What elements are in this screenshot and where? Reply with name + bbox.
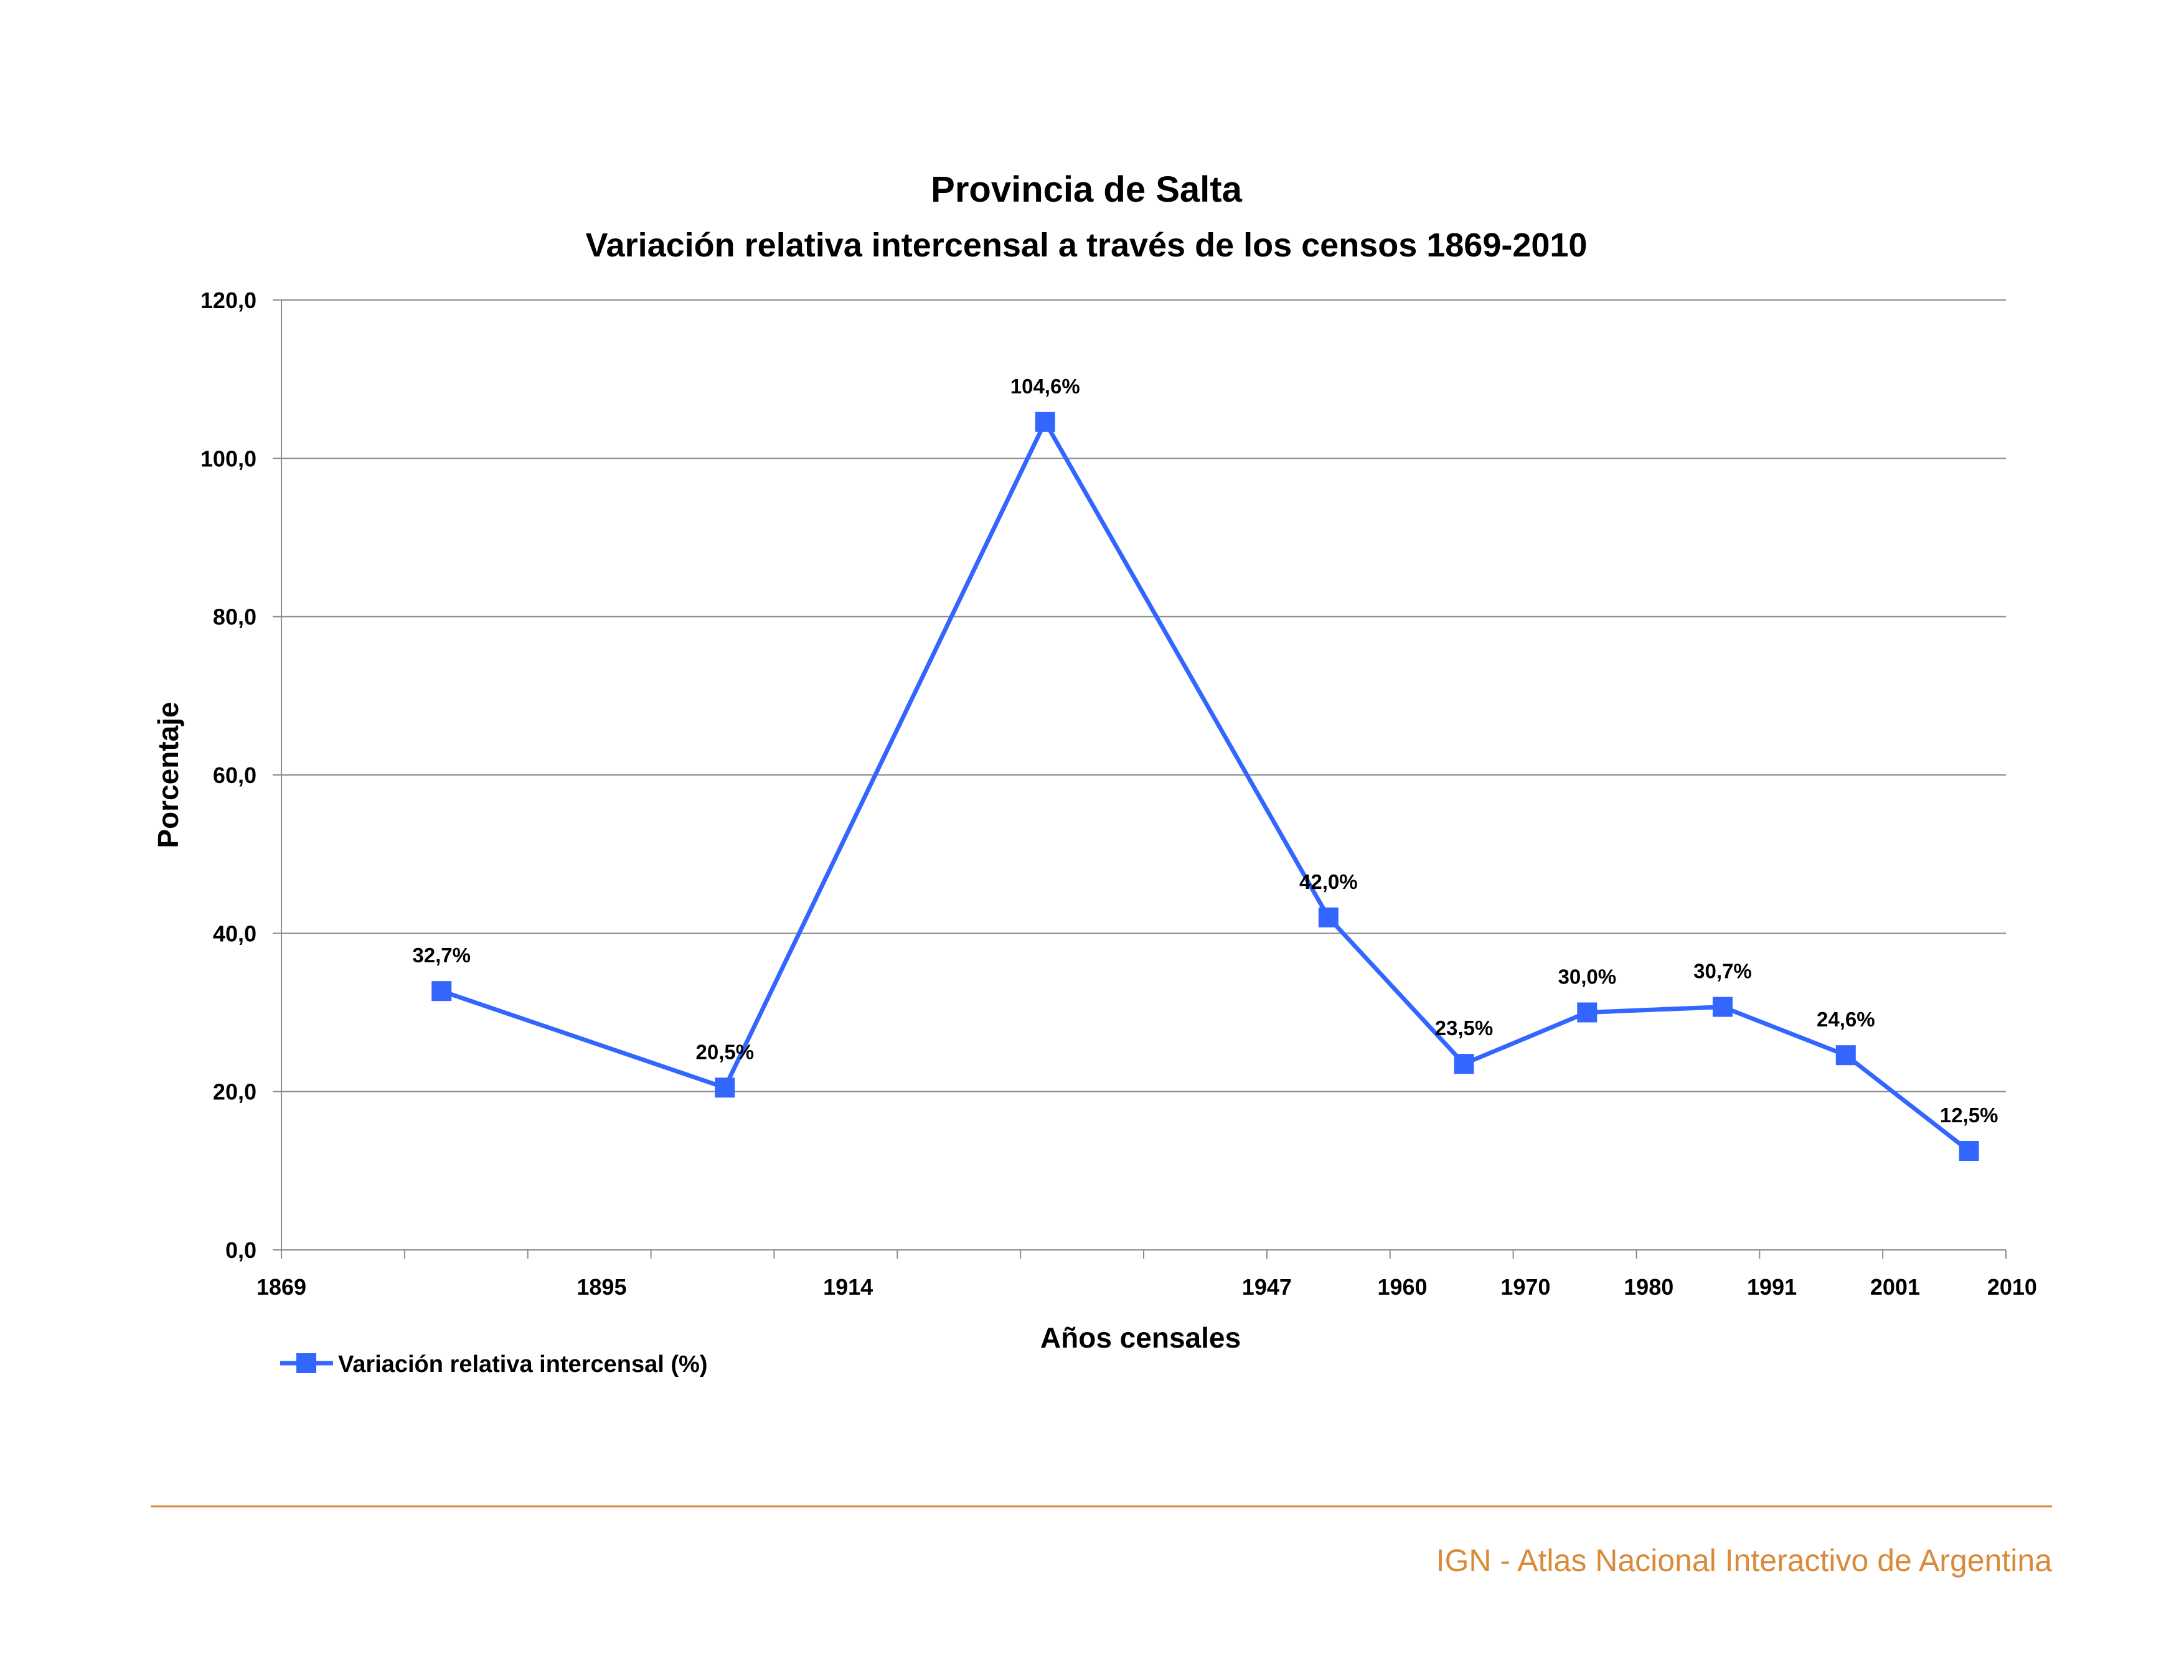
axes — [281, 300, 2007, 1259]
y-tick-labels: 0,0 20,0 40,0 60,0 80,0 100,0 120,0 — [200, 288, 257, 1263]
data-label: 23,5% — [1435, 1016, 1494, 1039]
data-labels: 32,7% 20,5% 104,6% 42,0% 23,5% 30,0% 30,7% 24,6… — [412, 375, 1998, 1127]
grid-lines — [273, 299, 2006, 1251]
data-label: 42,0% — [1299, 870, 1358, 893]
data-point-marker — [715, 1077, 735, 1098]
legend-label: Variación relativa intercensal (%) — [338, 1351, 708, 1377]
data-point-marker — [1577, 1002, 1598, 1023]
data-point-marker — [1318, 907, 1339, 927]
y-axis-title: Porcentaje — [152, 702, 184, 848]
x-tick-label: 1960 — [1377, 1274, 1427, 1300]
legend: Variación relativa intercensal (%) — [280, 1351, 708, 1377]
y-tick-label: 80,0 — [213, 604, 257, 630]
data-point-marker — [1959, 1141, 1979, 1161]
x-tick-label: 1970 — [1500, 1274, 1550, 1300]
data-label: 30,0% — [1558, 965, 1616, 988]
x-axis-title: Años censales — [1040, 1321, 1241, 1354]
y-tick-label: 0,0 — [225, 1237, 257, 1263]
x-tick-labels: 1869 1895 1914 1947 1960 1970 1980 1991 2001 2010 — [257, 1274, 2037, 1300]
data-label: 24,6% — [1817, 1008, 1875, 1031]
x-tick-label: 1947 — [1242, 1274, 1292, 1300]
x-tick-label: 1914 — [823, 1274, 873, 1300]
series-line — [431, 411, 1979, 1161]
data-point-marker — [1835, 1045, 1856, 1066]
footer-text: IGN - Atlas Nacional Interactivo de Arge… — [1436, 1543, 2053, 1578]
data-label: 104,6% — [1010, 375, 1080, 398]
chart-title: Provincia de Salta — [931, 169, 1242, 210]
data-point-marker — [1035, 411, 1055, 432]
legend-marker — [296, 1353, 316, 1373]
x-tick-label: 1980 — [1624, 1274, 1673, 1300]
x-tick-label: 2010 — [1987, 1274, 2037, 1300]
y-tick-label: 60,0 — [213, 763, 257, 788]
x-tick-label: 1991 — [1747, 1274, 1797, 1300]
data-label: 20,5% — [695, 1040, 754, 1063]
data-label: 12,5% — [1940, 1104, 1998, 1127]
series-line-path — [441, 420, 1970, 1153]
data-point-marker — [1454, 1054, 1474, 1074]
data-point-marker — [431, 981, 452, 1002]
y-tick-label: 120,0 — [200, 288, 257, 313]
data-label: 30,7% — [1693, 960, 1752, 983]
data-label: 32,7% — [412, 944, 471, 967]
y-tick-label: 100,0 — [200, 446, 257, 471]
chart-subtitle: Variación relativa intercensal a través … — [586, 227, 1588, 264]
y-tick-label: 20,0 — [213, 1079, 257, 1105]
data-point-marker — [1712, 997, 1733, 1017]
y-tick-label: 40,0 — [213, 921, 257, 946]
x-tick-label: 1869 — [257, 1274, 306, 1300]
x-tick-label: 2001 — [1870, 1274, 1920, 1300]
x-tick-label: 1895 — [577, 1274, 626, 1300]
